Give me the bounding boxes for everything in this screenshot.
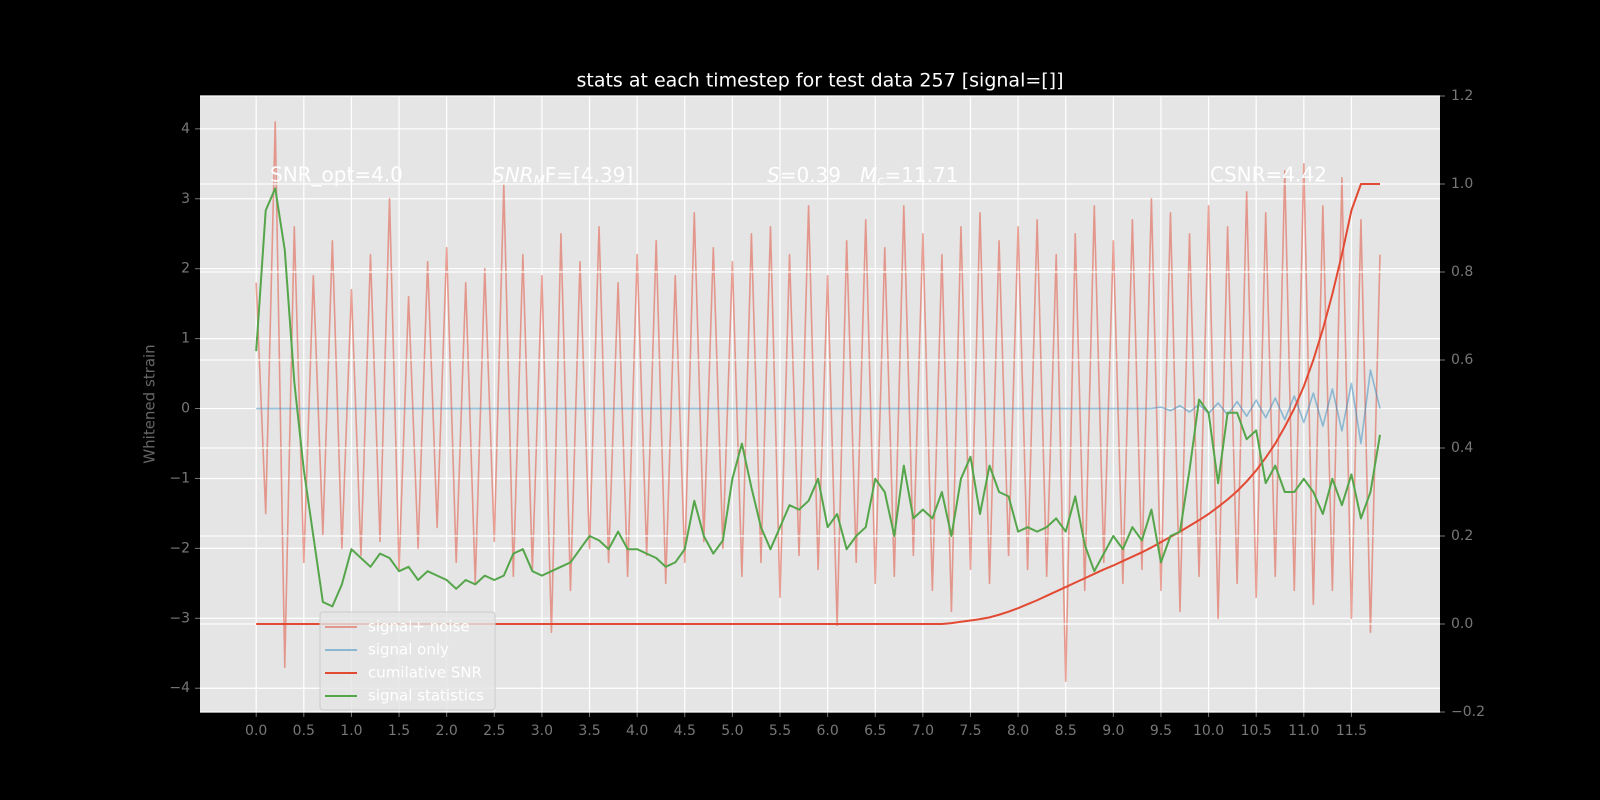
x-tick-label: 2.0 bbox=[436, 723, 458, 739]
legend-label: signal only bbox=[368, 641, 449, 659]
annotation: CSNR=4.42 bbox=[1210, 163, 1327, 187]
chart-title: stats at each timestep for test data 257… bbox=[576, 70, 1063, 92]
legend-label: signal statistics bbox=[368, 687, 484, 705]
y-tick-label: 4 bbox=[181, 121, 190, 137]
annotation: Mc=11.71 bbox=[860, 163, 958, 189]
y-tick-label: 2 bbox=[181, 261, 190, 277]
x-tick-label: 0.0 bbox=[245, 723, 267, 739]
x-tick-label: 4.0 bbox=[626, 723, 648, 739]
x-tick-label: 3.5 bbox=[578, 723, 600, 739]
legend-label: signal+ noise bbox=[368, 618, 470, 636]
x-tick-label: 8.0 bbox=[1007, 723, 1029, 739]
x-tick-label: 1.5 bbox=[388, 723, 410, 739]
y2-tick-label: 0.4 bbox=[1451, 440, 1473, 456]
annotation-italic: S bbox=[767, 163, 780, 187]
annotation-sub: M bbox=[534, 174, 545, 189]
annotation-italic: M bbox=[860, 163, 877, 187]
y2-tick-label: 0.2 bbox=[1451, 528, 1473, 544]
x-tick-label: 11.0 bbox=[1288, 723, 1319, 739]
y-tick-label: 1 bbox=[181, 331, 190, 347]
x-tick-label: 2.5 bbox=[483, 723, 505, 739]
y-tick-label: −1 bbox=[169, 470, 190, 486]
y2-tick-label: 0.6 bbox=[1451, 352, 1473, 368]
x-tick-label: 8.5 bbox=[1055, 723, 1077, 739]
x-tick-label: 4.5 bbox=[674, 723, 696, 739]
series-line bbox=[255, 121, 1381, 683]
x-tick-label: 5.5 bbox=[769, 723, 791, 739]
x-tick-label: 6.5 bbox=[864, 723, 886, 739]
x-tick-label: 11.5 bbox=[1336, 723, 1367, 739]
y-axis-label: Whitened strain bbox=[141, 344, 159, 463]
y2-tick-label: 1.2 bbox=[1451, 88, 1473, 104]
x-tick-label: 9.5 bbox=[1150, 723, 1172, 739]
x-tick-label: 6.0 bbox=[816, 723, 838, 739]
y-tick-label: −2 bbox=[169, 540, 190, 556]
x-tick-label: 3.0 bbox=[531, 723, 553, 739]
x-tick-label: 1.0 bbox=[340, 723, 362, 739]
x-tick-label: 5.0 bbox=[721, 723, 743, 739]
y2-tick-label: 1.0 bbox=[1451, 176, 1473, 192]
annotation-rest: =11.71 bbox=[884, 163, 958, 187]
x-tick-label: 10.0 bbox=[1193, 723, 1224, 739]
x-tick-label: 9.0 bbox=[1102, 723, 1124, 739]
legend-label: cumilative SNR bbox=[368, 664, 482, 682]
annotation: SNRMF=[4.39] bbox=[492, 163, 633, 189]
x-tick-label: 10.5 bbox=[1241, 723, 1272, 739]
annotation-sub: c bbox=[877, 174, 884, 189]
x-tick-label: 7.0 bbox=[912, 723, 934, 739]
y2-tick-label: −0.2 bbox=[1451, 704, 1485, 720]
series-line bbox=[255, 187, 1381, 608]
x-tick-label: 7.5 bbox=[959, 723, 981, 739]
y-tick-label: −3 bbox=[169, 610, 190, 626]
legend-box bbox=[319, 611, 496, 711]
y-tick-label: −4 bbox=[169, 680, 190, 696]
annotation-rest: F=[4.39] bbox=[545, 163, 633, 187]
annotation-rest: =0.39 bbox=[780, 163, 841, 187]
annotation: SNR_opt=4.0 bbox=[270, 163, 403, 187]
y2-tick-label: 0.8 bbox=[1451, 264, 1473, 280]
y-tick-label: 0 bbox=[181, 401, 190, 417]
x-tick-label: 0.5 bbox=[293, 723, 315, 739]
annotation-italic: SNR bbox=[492, 163, 534, 187]
y2-tick-label: 0.0 bbox=[1451, 616, 1473, 632]
y-tick-label: 3 bbox=[181, 191, 190, 207]
series-line bbox=[256, 369, 1381, 445]
annotation: S=0.39 bbox=[767, 163, 841, 187]
